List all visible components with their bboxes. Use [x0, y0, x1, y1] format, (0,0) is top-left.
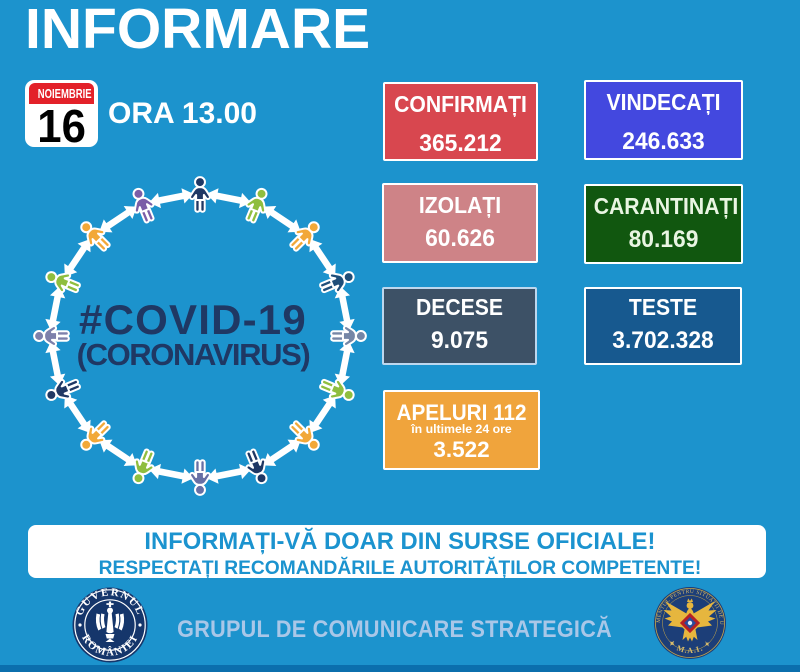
svg-text:#COVID-19: #COVID-19: [79, 296, 307, 343]
svg-text:(CORONAVIRUS): (CORONAVIRUS): [77, 337, 310, 372]
